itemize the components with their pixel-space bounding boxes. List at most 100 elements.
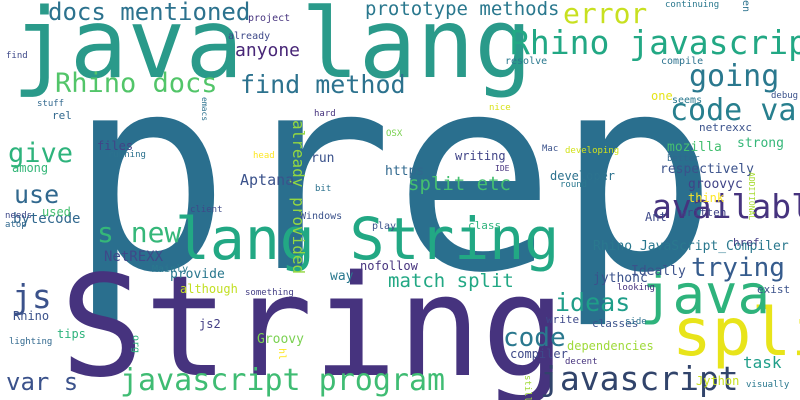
word-continuing: continuing [665,0,720,10]
word-already: already [228,31,271,42]
word-stuff: stuff [37,99,65,109]
word-hl: hl [276,348,287,361]
word-mozilla: mozilla [667,140,722,155]
word-running: running [108,150,146,160]
word-match-split: match split [388,270,514,292]
word-strong: strong [737,136,784,151]
word-groovyc: groovyc [688,177,743,192]
word-org: org [130,335,141,354]
word-atop: atop [5,220,27,230]
word-among: among [12,161,49,175]
word-written: written [680,206,727,219]
word-respectively: respectively [660,162,754,177]
word-mainly: Mainly [152,264,189,275]
word-nice: nice [489,103,511,113]
word-windows: Windows [300,211,343,222]
word-needs: needs [5,211,33,221]
word-find-method: find method [240,70,406,99]
word-nofollow: nofollow [360,259,418,273]
word-ideas: ideas [555,288,631,317]
word-still: still [522,375,532,400]
word-rhino-javascript-compiler: Rhino_JavaScript_Compiler [593,239,789,254]
word-javascript: javascript [540,359,739,398]
word-lighting: lighting [9,337,53,347]
word-resolve: resolve [505,56,548,67]
word-task: task [743,353,782,372]
word-one: one [651,89,673,103]
word-lang-string: lang String [175,205,560,273]
word-osx: OSX [386,129,403,139]
word-bit: bit [315,184,332,194]
word-round: round [560,180,588,190]
word-rhino: Rhino [13,309,50,323]
word-jython: Jython [696,374,740,388]
word-mac: Mac [542,144,559,154]
word-hard: hard [314,109,336,119]
word-split: split [672,294,800,371]
word-netrexxc: netrexxc [699,121,752,134]
word-java: java [640,263,771,326]
word-rhino-javascript: Rhino javascript [510,23,800,62]
word-ant: Ant [645,210,667,224]
word-code-var: code var [670,93,800,128]
word-s-new: s new [97,216,182,249]
word-js2: js2 [199,317,221,331]
word-writing: writing [455,149,506,163]
word-compile: compile [661,56,704,67]
word-available: available [652,187,800,226]
word-string: String [60,246,566,400]
word-code: code [503,323,566,353]
word-developing: developing [565,146,620,156]
word-debug: debug [771,91,799,101]
word-en: en [740,0,751,13]
word-decent: decent [565,357,598,367]
word-used: used [42,205,71,219]
word-aptana: Aptana [240,171,295,189]
word-ideally: Ideally [631,264,686,279]
word-seems: seems [672,95,703,106]
word-emacs: emacs [200,97,209,122]
word-compiler: compiler [510,347,568,361]
word-trying: trying [691,253,785,283]
word-looking: looking [617,283,655,293]
word-project: project [248,13,291,24]
word-head: head [253,151,275,161]
word-use: use [14,180,60,209]
word-rel: rel [52,109,72,122]
word-something: something [245,288,294,298]
word-think: think [688,191,725,205]
word-side: side [625,317,647,327]
word-developer: developer [550,169,616,183]
word-rhino-docs: Rhino docs [55,68,218,99]
word-href: href [733,236,760,249]
word-docs-mentioned: docs mentioned [48,0,251,26]
word-exist: exist [757,283,791,296]
word-error: error [563,0,648,30]
word-although: although [180,282,238,296]
word-additional: ADDITIONAL [747,172,756,221]
word-dependencies: dependencies [567,339,654,353]
word-find: find [6,51,28,61]
word-https: https [385,164,425,179]
word-anyone: anyone [235,40,301,61]
word-run: run [311,151,335,166]
word-netrexx: NetREXX [104,249,164,265]
word-already-provided: already provided [289,120,308,275]
word-tips: tips [57,327,86,341]
word-var-s: var s [6,368,79,396]
word-jythonc: jythonc [593,271,648,286]
word-bytecode: bytecode [13,211,81,227]
word-visually: visually [746,380,790,390]
word-going: going [689,59,780,94]
word-javascript-program: javascript program [120,363,446,398]
word-class: class [468,219,502,232]
word-way: way [330,269,354,284]
word-java-lang: java lang [12,0,533,100]
word-provide: provide [170,267,225,282]
word-play: play [372,221,397,232]
word-classes: classes [592,317,639,330]
word-files: files [97,139,134,153]
word-give: give [8,138,74,169]
word-client: client [190,205,223,215]
